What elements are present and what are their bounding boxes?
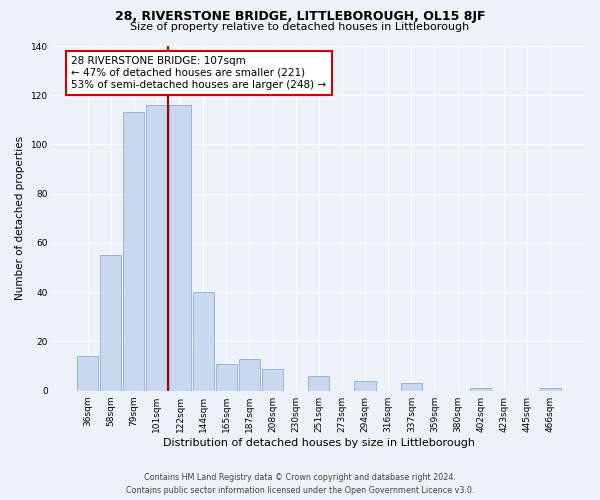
Bar [470,388,491,390]
Bar [77,356,98,390]
Bar [146,105,167,391]
Bar [123,112,145,390]
Bar [262,368,283,390]
Bar [539,388,561,390]
Bar [193,292,214,390]
Text: Size of property relative to detached houses in Littleborough: Size of property relative to detached ho… [130,22,470,32]
Bar [308,376,329,390]
Bar [100,256,121,390]
Y-axis label: Number of detached properties: Number of detached properties [15,136,25,300]
Text: 28, RIVERSTONE BRIDGE, LITTLEBOROUGH, OL15 8JF: 28, RIVERSTONE BRIDGE, LITTLEBOROUGH, OL… [115,10,485,23]
Bar [215,364,237,390]
Bar [239,358,260,390]
X-axis label: Distribution of detached houses by size in Littleborough: Distribution of detached houses by size … [163,438,475,448]
Bar [355,381,376,390]
Text: Contains HM Land Registry data © Crown copyright and database right 2024.
Contai: Contains HM Land Registry data © Crown c… [126,474,474,495]
Text: 28 RIVERSTONE BRIDGE: 107sqm
← 47% of detached houses are smaller (221)
53% of s: 28 RIVERSTONE BRIDGE: 107sqm ← 47% of de… [71,56,326,90]
Bar [169,105,191,391]
Bar [401,384,422,390]
